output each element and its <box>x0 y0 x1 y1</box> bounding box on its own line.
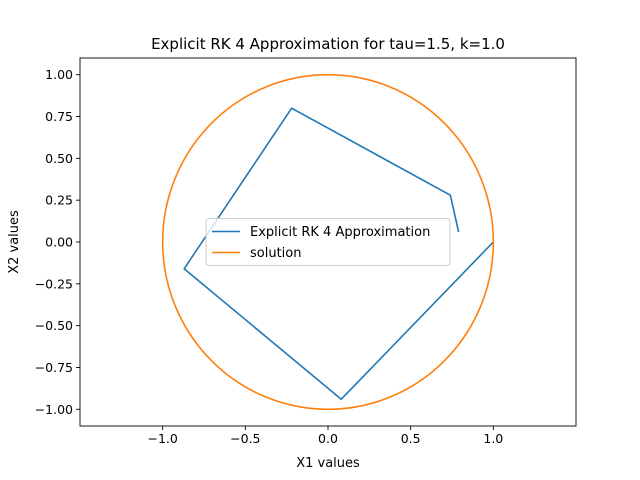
legend-box <box>205 218 451 266</box>
y-tick-label: 0.50 <box>45 151 73 166</box>
x-axis-label: X1 values <box>296 456 360 471</box>
x-axis-ticks: −1.0 −0.5 0.0 0.5 1.0 <box>147 426 503 446</box>
series-line-solution <box>161 73 495 411</box>
x-tick-label: 0.0 <box>318 431 338 446</box>
y-tick-label: −0.75 <box>35 360 73 375</box>
legend-label: solution <box>250 246 301 261</box>
x-tick-label: −1.0 <box>147 431 177 446</box>
y-axis-label: X2 values <box>7 210 22 274</box>
legend: Explicit RK 4 Approximation solution <box>205 218 451 266</box>
x-tick-label: 0.5 <box>401 431 421 446</box>
y-tick-label: 0.75 <box>45 109 73 124</box>
y-tick-label: −0.25 <box>35 276 73 291</box>
y-tick-label: −1.00 <box>35 402 73 417</box>
y-tick-label: 1.00 <box>45 67 73 82</box>
series-line-rk4-approximation <box>183 107 494 401</box>
x-tick-label: 1.0 <box>483 431 503 446</box>
y-tick-label: 0.00 <box>45 235 73 250</box>
y-tick-label: 0.25 <box>45 193 73 208</box>
x-tick-label: −0.5 <box>230 431 260 446</box>
y-tick-label: −0.50 <box>35 318 73 333</box>
legend-label: Explicit RK 4 Approximation <box>250 225 430 240</box>
chart-title: Explicit RK 4 Approximation for tau=1.5,… <box>151 35 505 53</box>
y-axis-ticks: 1.00 0.75 0.50 0.25 0.00 −0.25 −0.50 −0.75 −1.00 <box>35 67 80 417</box>
